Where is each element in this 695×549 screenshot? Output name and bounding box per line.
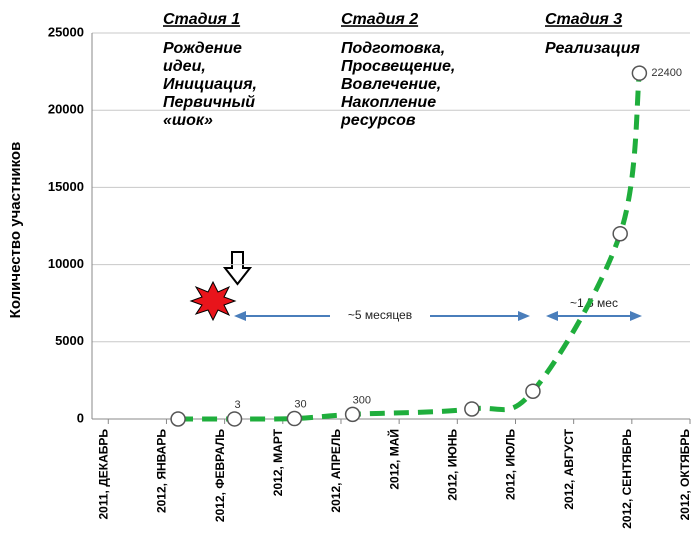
stage-description: Первичный <box>163 94 255 111</box>
y-tick-label: 25000 <box>48 24 84 39</box>
point-marker <box>226 411 243 427</box>
y-tick-label: 10000 <box>48 256 84 271</box>
x-tick-label: 2012, МАЙ <box>386 429 401 490</box>
point-marker <box>464 401 480 417</box>
stage-description: Просвещение, <box>341 58 455 75</box>
explosion-icon <box>189 280 237 322</box>
y-tick-label: 15000 <box>48 179 84 194</box>
point-marker <box>631 65 648 81</box>
point-marker <box>525 383 541 399</box>
y-tick-label: 20000 <box>48 102 84 117</box>
x-tick-label: 2012, АВГУСТ <box>562 428 576 509</box>
stage-description: Подготовка, <box>341 40 445 57</box>
stage-title: Стадия 1 <box>163 11 240 28</box>
x-tick-label: 2012, АПРЕЛЬ <box>329 429 343 513</box>
x-tick-label: 2012, ИЮЛЬ <box>504 429 518 500</box>
stage-description: Вовлечение, <box>341 76 441 93</box>
stage-description: ресурсов <box>340 112 416 129</box>
stage-title: Стадия 2 <box>341 11 418 28</box>
y-tick-label: 0 <box>77 410 84 425</box>
data-label: 3 <box>235 399 241 411</box>
point-marker <box>344 406 361 423</box>
x-tick-label: 2012, ИЮНЬ <box>445 429 459 501</box>
x-tick-label: 2012, СЕНТЯБРЬ <box>620 429 634 529</box>
point-marker <box>286 410 303 427</box>
point-marker <box>612 225 628 242</box>
x-tick-label: 2012, ФЕВРАЛЬ <box>213 429 227 522</box>
data-label: 22400 <box>651 67 682 79</box>
down-arrow-icon <box>222 251 253 286</box>
data-label: 30 <box>294 398 306 410</box>
x-tick-label: 2011, ДЕКАБРЬ <box>96 429 110 520</box>
data-label: 300 <box>353 394 371 406</box>
y-axis-label: Количество участников <box>7 142 24 319</box>
stage-description: «шок» <box>163 112 213 129</box>
point-marker <box>170 411 186 427</box>
y-tick-label: 5000 <box>55 333 84 348</box>
stage-title: Стадия 3 <box>545 11 622 28</box>
x-tick-label: 2012, ОКТЯБРЬ <box>678 429 692 521</box>
grid <box>92 32 690 343</box>
annotation: ~1,5 мес <box>570 296 618 310</box>
annotation: ~5 месяцев <box>348 308 412 322</box>
stage-description: Рождение <box>163 40 242 57</box>
arrow-1-5-months <box>546 311 642 321</box>
stage-description: Реализация <box>545 40 641 57</box>
x-tick-label: 2012, ЯНВАРЬ <box>155 429 169 513</box>
label-bg <box>330 307 430 325</box>
stage-description: Инициация, <box>163 76 257 93</box>
x-tick-label: 2012, МАРТ <box>271 428 285 496</box>
stage-description: Накопление <box>341 94 436 111</box>
stage-description: идеи, <box>163 58 206 75</box>
